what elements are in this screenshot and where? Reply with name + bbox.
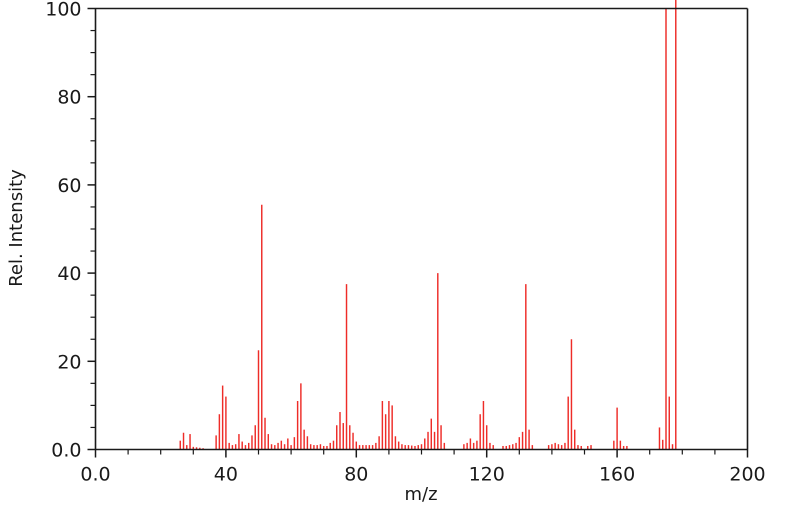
- x-tick-label: 0.0: [80, 464, 110, 486]
- y-tick-label: 60: [57, 175, 81, 197]
- x-tick-label: 160: [599, 464, 635, 486]
- y-tick-label: 20: [57, 351, 81, 373]
- x-tick-label: 80: [344, 464, 368, 486]
- x-tick-label: 120: [469, 464, 505, 486]
- axis-labels: 0.0 40 80 120 160 200 0.0 20 40 60 80 100: [45, 0, 765, 486]
- axes: [87, 7, 749, 458]
- y-tick-label: 0.0: [51, 440, 81, 462]
- x-tick-label: 200: [729, 464, 765, 486]
- y-tick-label: 80: [57, 87, 81, 109]
- peak-series: [179, 0, 677, 450]
- y-tick-label: 100: [45, 0, 81, 21]
- y-axis-title: Rel. Intensity: [6, 169, 27, 287]
- y-tick-label: 40: [57, 263, 81, 285]
- x-tick-label: 40: [214, 464, 238, 486]
- x-axis-title: m/z: [404, 484, 437, 505]
